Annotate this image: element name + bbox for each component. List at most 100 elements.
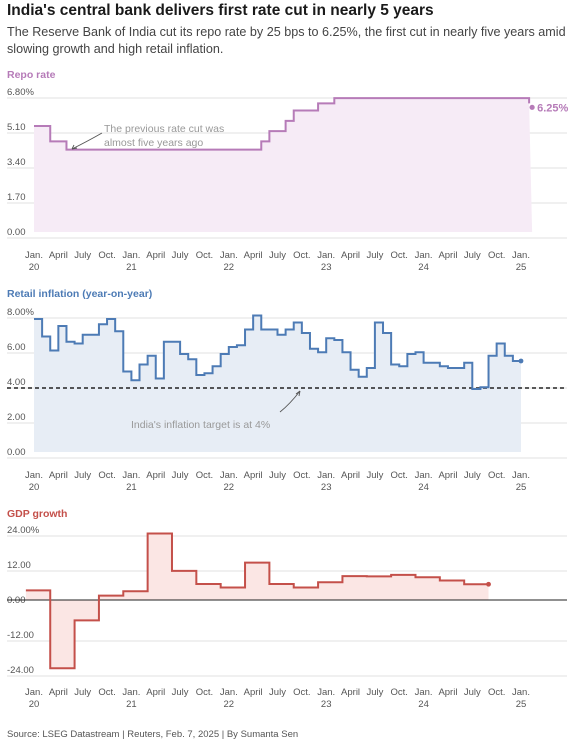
x-tick-month: Jan. [122,470,140,481]
x-tick-month: April [244,687,263,698]
x-tick-year: 23 [321,482,332,493]
x-tick-year: 23 [321,262,332,273]
x-tick-month: Jan. [415,250,433,261]
x-tick-month: Oct. [488,687,505,698]
x-tick-month: July [366,470,383,481]
x-tick-year: 25 [516,482,527,493]
x-tick-month: Jan. [220,250,238,261]
x-tick-month: Jan. [512,250,530,261]
x-tick-year: 20 [29,699,40,710]
x-tick-year: 25 [516,262,527,273]
source-note: Source: LSEG Datastream | Reuters, Feb. … [7,729,299,740]
y-tick-label: 0.00 [7,447,26,458]
x-tick-month: Jan. [317,687,335,698]
x-tick-month: April [244,470,263,481]
x-tick-year: 22 [224,482,235,493]
x-tick-month: Jan. [415,470,433,481]
x-tick-month: Oct. [98,687,115,698]
annotation-arrow [71,132,103,150]
x-tick-month: Oct. [196,250,213,261]
x-tick-month: July [464,687,481,698]
x-tick-month: April [244,250,263,261]
x-tick-month: Jan. [220,470,238,481]
x-tick-month: July [464,470,481,481]
panel-title-inflation: Retail inflation (year-on-year) [7,288,152,300]
y-tick-label: 0.00 [7,227,26,238]
x-tick-month: Jan. [220,687,238,698]
x-tick-month: Jan. [512,470,530,481]
x-tick-month: Oct. [196,687,213,698]
x-tick-month: July [172,470,189,481]
x-tick-year: 24 [418,482,429,493]
x-tick-month: July [269,250,286,261]
x-tick-month: April [341,470,360,481]
x-tick-month: July [366,250,383,261]
y-tick-label: -12.00 [7,630,34,641]
x-tick-month: April [438,470,457,481]
x-tick-month: July [74,250,91,261]
x-tick-month: July [464,250,481,261]
end-value-label: 6.25% [537,102,568,114]
x-tick-month: Jan. [122,687,140,698]
x-tick-month: April [49,470,68,481]
series-line-repo [34,97,531,151]
x-tick-month: July [74,470,91,481]
y-tick-label: 3.40 [7,157,26,168]
series-area-gdp [25,533,489,669]
x-tick-month: July [172,687,189,698]
x-tick-month: July [366,687,383,698]
panel-gdp: GDP growth24.00%12.000.00-12.00-24.00Jan… [7,508,567,710]
x-tick-month: April [49,687,68,698]
x-tick-month: Oct. [98,470,115,481]
x-tick-year: 21 [126,699,137,710]
x-tick-year: 20 [29,262,40,273]
x-tick-month: Jan. [317,250,335,261]
y-tick-label: 6.00 [7,342,26,353]
y-tick-label: 6.80% [7,87,34,98]
x-tick-month: April [146,687,165,698]
x-tick-year: 21 [126,262,137,273]
x-tick-month: Jan. [25,470,43,481]
panel-inflation: Retail inflation (year-on-year) 8.00% 6.00… [7,288,567,493]
reference-arrow [279,390,301,413]
x-tick-month: Oct. [293,687,310,698]
x-tick-month: April [146,250,165,261]
x-tick-month: Oct. [391,470,408,481]
series-area-inflation [34,315,521,452]
x-tick-year: 24 [418,699,429,710]
x-tick-year: 23 [321,699,332,710]
x-tick-month: Jan. [122,250,140,261]
x-tick-month: Jan. [415,687,433,698]
x-tick-month: Oct. [196,470,213,481]
end-point-dot [486,581,491,587]
x-tick-month: Jan. [317,470,335,481]
panel-title-gdp: GDP growth [7,508,67,520]
x-tick-year: 20 [29,482,40,493]
x-tick-month: Oct. [391,687,408,698]
x-tick-month: Oct. [488,470,505,481]
x-tick-month: April [341,687,360,698]
x-tick-month: July [269,687,286,698]
x-tick-year: 25 [516,699,527,710]
x-tick-month: July [172,250,189,261]
chart-headline: India's central bank delivers first rate… [7,2,434,19]
x-tick-month: April [341,250,360,261]
x-tick-year: 24 [418,262,429,273]
y-tick-label: 5.10 [7,122,26,133]
annotation-text: almost five years ago [104,137,203,149]
series-area-repo [34,98,533,232]
x-tick-month: Jan. [25,687,43,698]
x-tick-month: Oct. [293,470,310,481]
x-tick-month: Jan. [25,250,43,261]
x-tick-month: Oct. [98,250,115,261]
x-tick-month: July [269,470,286,481]
y-tick-label: 2.00 [7,412,26,423]
y-tick-label: -24.00 [7,665,34,676]
end-point-dot [518,358,524,364]
annotation-arrowhead [71,144,78,150]
y-tick-label: 4.00 [7,377,26,388]
chart-subhead: The Reserve Bank of India cut its repo r… [7,25,566,56]
x-tick-year: 22 [224,699,235,710]
x-tick-month: Oct. [293,250,310,261]
